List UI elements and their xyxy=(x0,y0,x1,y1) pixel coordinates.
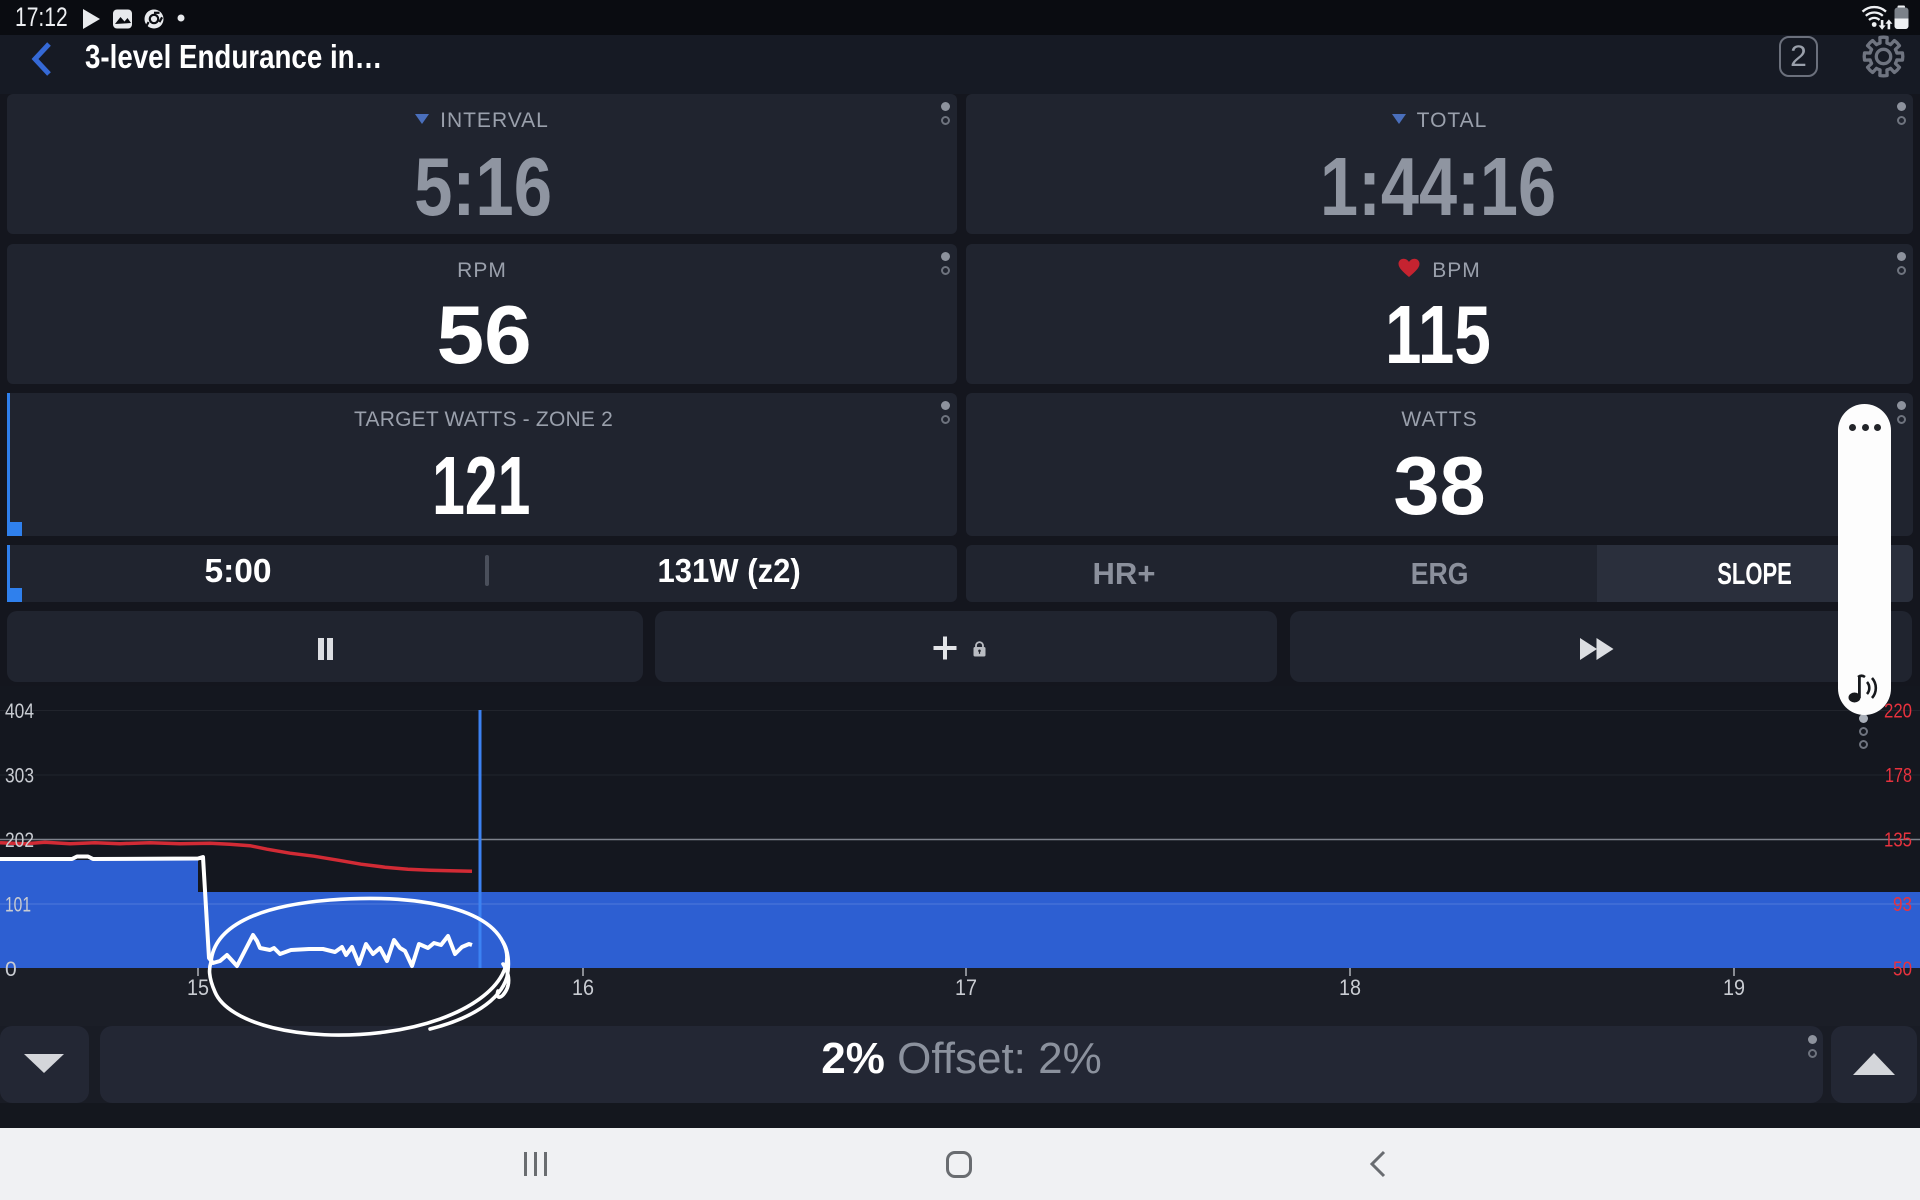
svg-text:18: 18 xyxy=(1339,975,1361,1000)
svg-text:50: 50 xyxy=(1893,959,1912,981)
svg-text:135: 135 xyxy=(1884,830,1912,852)
svg-text:17: 17 xyxy=(955,975,977,1000)
svg-text:0: 0 xyxy=(5,958,17,981)
svg-text:93: 93 xyxy=(1893,894,1912,916)
svg-text:101: 101 xyxy=(5,894,31,917)
svg-text:16: 16 xyxy=(572,975,594,1000)
svg-text:303: 303 xyxy=(5,765,34,788)
svg-text:178: 178 xyxy=(1885,765,1912,787)
svg-text:404: 404 xyxy=(5,700,34,723)
svg-text:19: 19 xyxy=(1723,975,1745,1000)
svg-text:15: 15 xyxy=(187,975,209,1000)
svg-text:220: 220 xyxy=(1884,701,1912,723)
svg-text:202: 202 xyxy=(5,829,34,852)
